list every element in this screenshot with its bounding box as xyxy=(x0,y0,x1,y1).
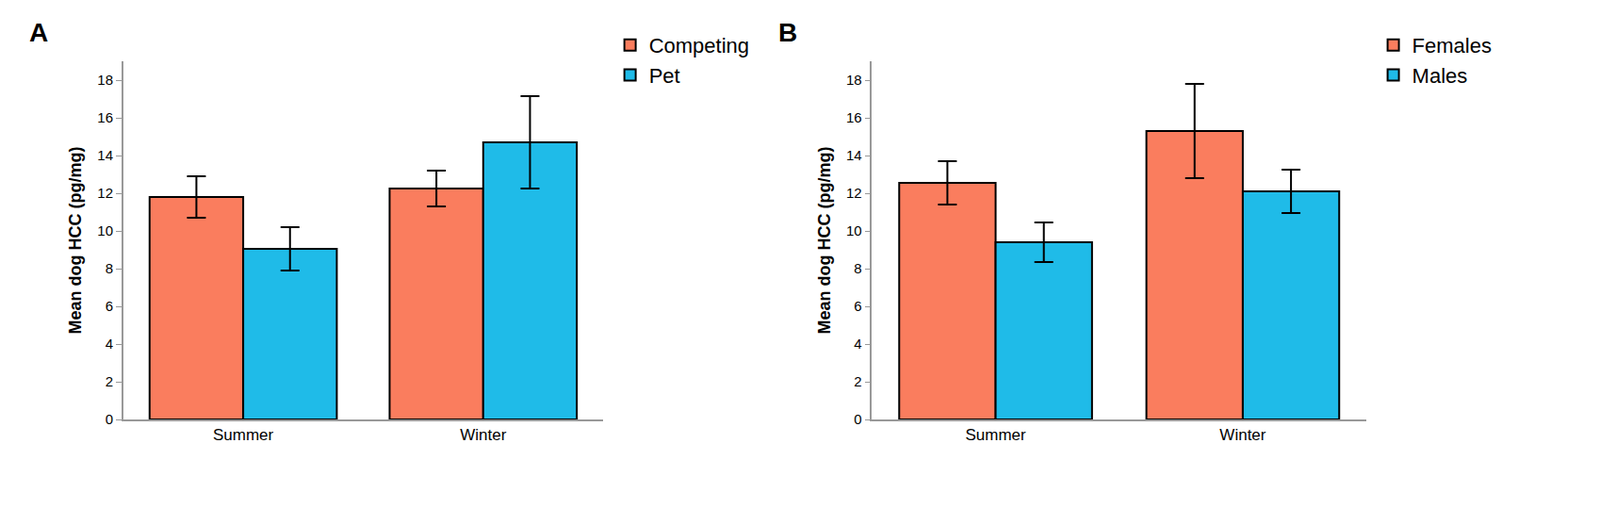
svg-text:10: 10 xyxy=(97,222,114,239)
svg-text:2: 2 xyxy=(105,373,114,390)
svg-text:6: 6 xyxy=(853,297,862,314)
svg-text:0: 0 xyxy=(853,410,862,427)
svg-text:A: A xyxy=(29,17,49,48)
svg-text:6: 6 xyxy=(105,297,114,314)
svg-text:0: 0 xyxy=(105,410,114,427)
svg-text:4: 4 xyxy=(853,335,862,352)
svg-text:14: 14 xyxy=(846,146,863,164)
svg-text:Pet: Pet xyxy=(649,64,681,88)
svg-text:8: 8 xyxy=(853,260,862,277)
svg-text:12: 12 xyxy=(846,184,863,201)
svg-text:10: 10 xyxy=(846,222,863,239)
svg-text:Competing: Competing xyxy=(649,33,750,58)
svg-text:Males: Males xyxy=(1412,64,1469,88)
svg-text:16: 16 xyxy=(846,109,863,126)
svg-text:18: 18 xyxy=(846,71,863,88)
svg-text:Mean dog HCC (pg/mg): Mean dog HCC (pg/mg) xyxy=(65,146,85,335)
svg-text:12: 12 xyxy=(97,184,114,201)
svg-text:Mean dog HCC (pg/mg): Mean dog HCC (pg/mg) xyxy=(815,146,834,335)
svg-text:Females: Females xyxy=(1412,33,1492,58)
svg-text:8: 8 xyxy=(105,260,114,277)
svg-text:B: B xyxy=(778,17,798,48)
svg-text:4: 4 xyxy=(105,335,114,352)
svg-text:18: 18 xyxy=(97,71,114,88)
svg-text:Summer: Summer xyxy=(964,425,1027,444)
svg-text:Summer: Summer xyxy=(212,425,275,444)
svg-text:Winter: Winter xyxy=(1219,425,1266,444)
svg-text:14: 14 xyxy=(97,146,114,164)
svg-text:2: 2 xyxy=(853,373,862,390)
svg-text:16: 16 xyxy=(97,109,114,126)
svg-text:Winter: Winter xyxy=(459,425,507,444)
